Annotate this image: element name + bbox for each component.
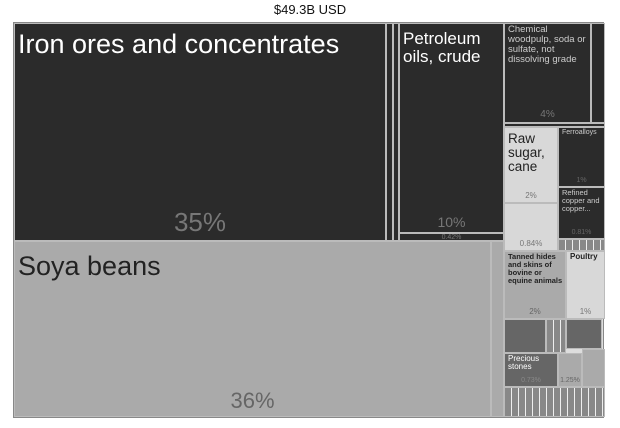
- tile-label: Poultry: [570, 252, 598, 261]
- tile-share: 4%: [540, 109, 555, 120]
- tile-label: Ferroalloys: [562, 129, 597, 136]
- tile-ferroalloys[interactable]: Ferroalloys 1%: [558, 127, 605, 187]
- tile-small-cluster[interactable]: [546, 319, 566, 353]
- chart-title: $49.3B USD: [273, 2, 347, 17]
- tile-petroleum[interactable]: Petroleum oils, crude 10%: [399, 23, 504, 233]
- tile-small[interactable]: [491, 241, 504, 417]
- tile-small[interactable]: 0.42%: [399, 233, 504, 241]
- tile-share: 1%: [576, 177, 587, 184]
- tile-label: Tanned hides and skins of bovine or equi…: [508, 252, 563, 285]
- tile-refined-copper[interactable]: Refined copper and copper... 0.81%: [558, 187, 605, 239]
- tile-share: 10%: [437, 214, 466, 230]
- tile-raw-sugar[interactable]: Raw sugar, cane 2%: [504, 127, 558, 203]
- tile-small[interactable]: [386, 23, 393, 241]
- tile-small[interactable]: [393, 23, 399, 241]
- tile-precious-stones[interactable]: Precious stones 0.73%: [504, 353, 558, 387]
- treemap: Iron ores and concentrates 35% Petroleum…: [13, 22, 605, 418]
- tile-small[interactable]: [566, 319, 602, 349]
- tile-small[interactable]: [504, 123, 605, 127]
- tile-share: 35%: [173, 207, 227, 237]
- tile-label: Petroleum oils, crude: [403, 29, 481, 66]
- tile-soya-beans[interactable]: Soya beans 36%: [14, 241, 491, 417]
- tile-share: 1.25%: [560, 377, 580, 384]
- tile-tanned-hides[interactable]: Tanned hides and skins of bovine or equi…: [504, 251, 566, 319]
- tile-share: 2%: [529, 307, 541, 316]
- tile-label: Iron ores and concentrates: [18, 29, 340, 59]
- tile-label: Raw sugar, cane: [508, 131, 545, 175]
- tile-share: 0.42%: [441, 234, 462, 241]
- tile-small-cluster[interactable]: [558, 239, 605, 251]
- tile-woodpulp[interactable]: Chemical woodpulp, soda or sulfate, not …: [504, 23, 591, 123]
- tile-label: Precious stones: [508, 354, 540, 372]
- tile-small-cluster[interactable]: [504, 387, 605, 417]
- tile-label: Refined copper and copper...: [562, 188, 600, 213]
- tile-share: 0.73%: [521, 377, 541, 384]
- tile-share: 0.81%: [571, 229, 592, 236]
- tile-small[interactable]: 1.25%: [558, 353, 582, 387]
- tile-small[interactable]: [504, 319, 546, 353]
- tile-small[interactable]: 0.84%: [504, 203, 558, 251]
- tile-share: 36%: [230, 388, 275, 413]
- tile-label: Chemical woodpulp, soda or sulfate, not …: [508, 24, 586, 65]
- tile-small[interactable]: [582, 349, 605, 387]
- tile-share: 1%: [579, 307, 592, 316]
- tile-small[interactable]: [591, 23, 605, 123]
- tile-share: 2%: [525, 191, 537, 200]
- tile-share: 0.84%: [519, 239, 543, 248]
- tile-poultry[interactable]: Poultry 1%: [566, 251, 605, 319]
- tile-iron-ores[interactable]: Iron ores and concentrates 35%: [14, 23, 386, 241]
- tile-label: Soya beans: [18, 251, 161, 281]
